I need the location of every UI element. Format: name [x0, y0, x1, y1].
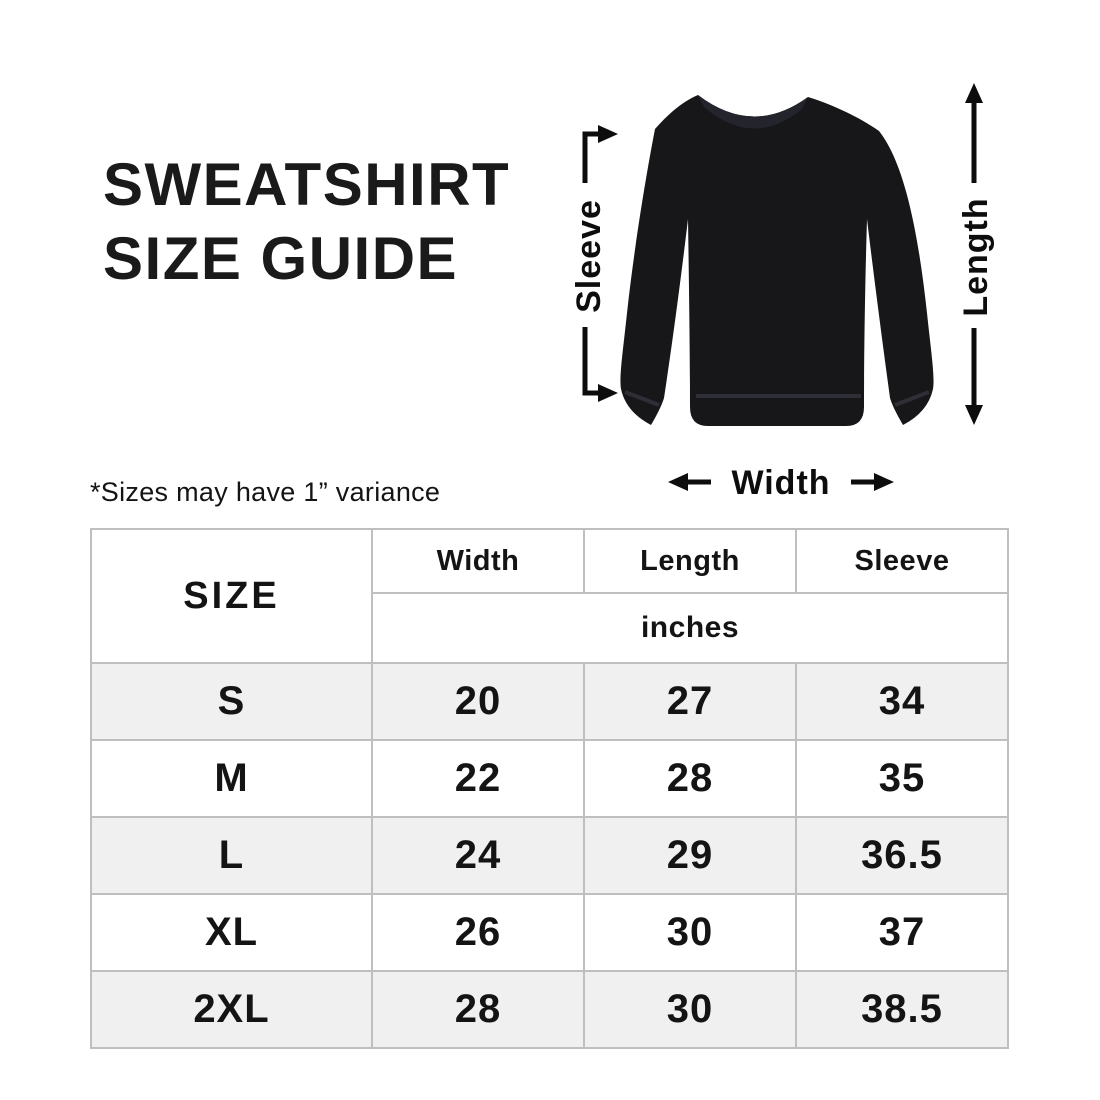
right-cuff-seam [894, 390, 930, 407]
length-cell: 30 [583, 893, 797, 972]
sleeve-label: Sleeve [570, 199, 608, 313]
size-column-header: SIZE [90, 528, 373, 664]
title-line-1: SWEATSHIRT [103, 151, 511, 218]
size-cell: 2XL [90, 970, 373, 1049]
sleeve-cell: 38.5 [795, 970, 1009, 1049]
sleeve-cell: 37 [795, 893, 1009, 972]
length-cell: 29 [583, 816, 797, 895]
size-cell: L [90, 816, 373, 895]
variance-note: *Sizes may have 1” variance [90, 477, 441, 507]
sleeve-cell: 36.5 [795, 816, 1009, 895]
length-cell: 30 [583, 970, 797, 1049]
length-cell: 27 [583, 662, 797, 741]
sleeve-column-header: Sleeve [795, 528, 1009, 594]
width-label: Width [731, 464, 830, 502]
sleeve-cell: 34 [795, 662, 1009, 741]
page-title: SWEATSHIRT SIZE GUIDE [103, 148, 510, 296]
sweatshirt-image [620, 95, 934, 426]
width-cell: 22 [371, 739, 585, 818]
sleeve-arrow [582, 125, 618, 402]
size-cell: S [90, 662, 373, 741]
length-arrow [965, 83, 983, 425]
width-arrow [668, 473, 894, 491]
width-cell: 24 [371, 816, 585, 895]
length-cell: 28 [583, 739, 797, 818]
size-table: SIZE Width Length Sleeve inches S 20 27 … [90, 528, 1009, 1049]
width-cell: 20 [371, 662, 585, 741]
table-row-2xl: 2XL 28 30 38.5 [90, 970, 1009, 1049]
size-cell: XL [90, 893, 373, 972]
width-cell: 26 [371, 893, 585, 972]
title-line-2: SIZE GUIDE [103, 225, 459, 292]
width-column-header: Width [371, 528, 585, 594]
sleeve-cell: 35 [795, 739, 1009, 818]
table-row-l: L 24 29 36.5 [90, 816, 1009, 895]
table-row-xl: XL 26 30 37 [90, 893, 1009, 972]
length-label: Length [957, 197, 995, 316]
size-cell: M [90, 739, 373, 818]
sweatshirt-diagram: Sleeve Length Width [570, 83, 995, 502]
table-row-m: M 22 28 35 [90, 739, 1009, 818]
units-header: inches [371, 592, 1009, 664]
collar [698, 95, 808, 129]
left-cuff-seam [624, 390, 660, 407]
table-row-s: S 20 27 34 [90, 662, 1009, 741]
length-column-header: Length [583, 528, 797, 594]
width-cell: 28 [371, 970, 585, 1049]
